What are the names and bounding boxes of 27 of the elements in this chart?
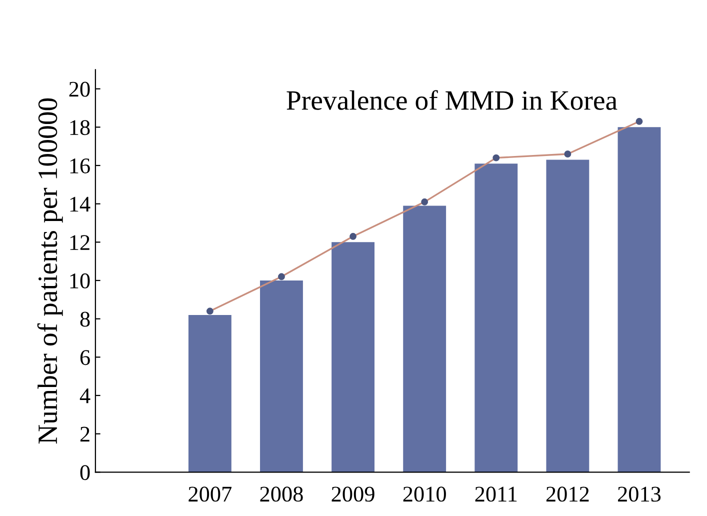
- x-tick-label: 2013: [618, 486, 661, 502]
- x-tick-label: 2009: [332, 486, 374, 502]
- x-tick-label: 2010: [403, 486, 446, 502]
- x-tick-label: 2012: [546, 486, 589, 502]
- bar: [403, 206, 446, 472]
- x-tick-label: 2007: [188, 486, 232, 502]
- y-axis-title: Number of patients per 100000: [37, 98, 63, 444]
- y-tick-label: 4: [80, 388, 90, 404]
- bar: [332, 242, 374, 472]
- y-tick-label: 0: [80, 465, 90, 480]
- bar: [474, 164, 518, 472]
- x-tick-label: 2008: [260, 486, 303, 502]
- y-tick-label: 20: [69, 82, 90, 97]
- bar: [618, 127, 661, 472]
- y-tick-label: 8: [80, 312, 90, 327]
- y-tick-label: 12: [70, 235, 90, 250]
- text: Prevalence of MMD in Korea: [286, 90, 618, 110]
- bar: [546, 160, 590, 472]
- bar: [188, 314, 232, 472]
- y-tick-label: 18: [70, 120, 90, 136]
- y-tick-label: 10: [70, 273, 90, 288]
- y-tick-label: 14: [70, 196, 90, 212]
- y-tick-label: 6: [80, 350, 90, 366]
- y-tick-label: 2: [80, 426, 90, 442]
- bar: [260, 280, 303, 472]
- x-tick-label: 2011: [475, 486, 517, 502]
- y-tick-label: 16: [70, 158, 90, 174]
